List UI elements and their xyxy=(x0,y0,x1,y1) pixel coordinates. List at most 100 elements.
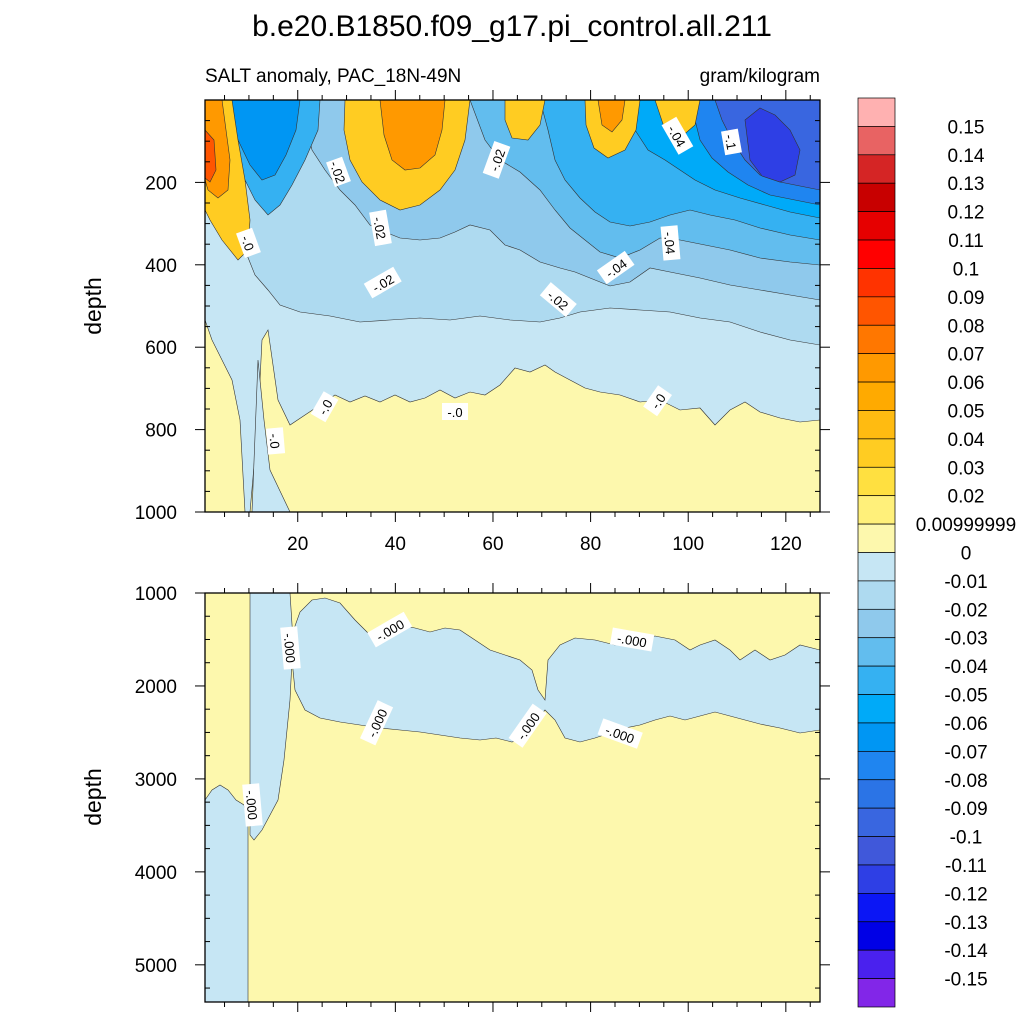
upper-contour-label: -.0 xyxy=(315,397,336,418)
colorbar-label: -0.02 xyxy=(944,600,987,621)
upper-plot-frame xyxy=(204,99,821,513)
colorbar-label: -0.08 xyxy=(944,771,987,792)
lower-x-ticks xyxy=(224,583,811,1012)
y-tick-label: 600 xyxy=(145,338,177,359)
x-tick-label: 120 xyxy=(770,534,802,555)
colorbar-label: 0.02 xyxy=(948,487,985,508)
colorbar-box xyxy=(857,126,896,156)
colorbar-box xyxy=(857,864,896,894)
x-tick-label: 40 xyxy=(385,534,406,555)
colorbar-label: -0.04 xyxy=(944,657,988,678)
colorbar-box xyxy=(857,949,896,979)
lower-y-ticks: 1000 2000 3000 4000 5000 xyxy=(135,584,830,989)
colorbar-label: 0.11 xyxy=(948,231,984,252)
colorbar-box xyxy=(857,637,896,667)
lower-plot-frame xyxy=(204,592,821,1003)
y-tick-label: 400 xyxy=(145,256,177,277)
colorbar-label: 0.13 xyxy=(948,174,985,195)
colorbar-label: -0.13 xyxy=(944,913,987,934)
upper-panel: 20 40 60 80 100 120 200 400 600 800 1000 depth -.… xyxy=(80,90,830,555)
colorbar-box xyxy=(857,694,896,724)
y-tick-label: 800 xyxy=(145,421,177,442)
x-tick-label: 100 xyxy=(672,534,704,555)
x-tick-label: 80 xyxy=(580,534,601,555)
upper-x-ticks: 20 40 60 80 100 120 xyxy=(224,90,811,555)
colorbar-box xyxy=(857,154,896,184)
upper-y-ticks: 200 400 600 800 1000 xyxy=(135,99,830,524)
colorbar-box xyxy=(857,921,896,951)
chart-subtitle-right: gram/kilogram xyxy=(700,66,820,87)
y-tick-label: 4000 xyxy=(135,863,177,884)
colorbar-box xyxy=(857,353,896,383)
colorbar-label: 0.09 xyxy=(948,288,985,309)
colorbar-label: 0.04 xyxy=(948,430,985,451)
colorbar-label: 0.08 xyxy=(948,316,985,337)
y-tick-label: 1000 xyxy=(135,503,177,524)
colorbar-label: 0.15 xyxy=(948,117,985,138)
y-tick-label: 1000 xyxy=(135,584,177,605)
colorbar-box xyxy=(857,239,896,269)
colorbar-box xyxy=(857,410,896,440)
y-tick-label: 3000 xyxy=(135,770,177,791)
colorbar-box xyxy=(857,779,896,809)
x-tick-label: 60 xyxy=(482,534,503,555)
colorbar-box xyxy=(857,438,896,468)
colorbar-label: -0.07 xyxy=(944,742,987,763)
upper-contour-label: -.0 xyxy=(447,405,462,420)
colorbar-box xyxy=(857,836,896,866)
upper-y-axis-label: depth xyxy=(80,277,106,335)
chart-subtitle-left: SALT anomaly, PAC_18N-49N xyxy=(205,66,461,87)
colorbar-label: 0.03 xyxy=(948,458,985,479)
upper-contour-label: -.04 xyxy=(661,231,678,255)
colorbar-box xyxy=(857,552,896,582)
colorbar-box xyxy=(857,495,896,525)
colorbar-label: 0.05 xyxy=(948,401,985,422)
colorbar-box xyxy=(857,665,896,695)
colorbar-label: 0 xyxy=(961,544,972,565)
chart-title: b.e20.B1850.f09_g17.pi_control.all.211 xyxy=(252,10,772,43)
colorbar-boxes xyxy=(857,97,896,1008)
upper-contour-label: -.02 xyxy=(327,159,349,185)
colorbar-label: -0.05 xyxy=(944,686,987,707)
upper-contour-labels: -.0 -.02 -.02 -.02 -.04 -.04 -.1 -.02 -.… xyxy=(236,116,742,455)
colorbar-labels: 0.15 0.14 0.13 0.12 0.11 0.1 0.09 0.08 0.07 0.06 0… xyxy=(916,117,1016,990)
upper-contour-label: -.1 xyxy=(722,133,739,151)
lower-contour-fill xyxy=(205,593,820,1002)
colorbar-label: -0.1 xyxy=(950,828,983,849)
upper-contour-fill xyxy=(205,100,820,512)
colorbar-label: 0.07 xyxy=(948,345,985,366)
colorbar-label: -0.09 xyxy=(944,799,987,820)
lower-y-axis-label: depth xyxy=(80,768,106,826)
colorbar-box xyxy=(857,268,896,298)
lower-panel: 1000 2000 3000 4000 5000 depth -.000 -.000 -… xyxy=(80,583,830,1012)
colorbar-box xyxy=(857,523,896,553)
colorbar-box xyxy=(857,296,896,326)
colorbar-label: 0.14 xyxy=(948,146,985,167)
colorbar-label: -0.14 xyxy=(944,941,988,962)
colorbar-box xyxy=(857,750,896,781)
y-tick-label: 200 xyxy=(145,173,177,194)
lower-contour-labels: -.000 -.000 -.000 -.000 -.000 -.000 -.00… xyxy=(242,611,655,827)
colorbar-box xyxy=(857,580,896,610)
colorbar-box xyxy=(857,807,896,837)
upper-contour-label: -.0 xyxy=(648,391,669,412)
colorbar-label: 0.12 xyxy=(948,203,985,224)
colorbar-box xyxy=(857,97,896,127)
upper-contour-label: -.02 xyxy=(487,147,509,173)
colorbar-label: 0.00999999 xyxy=(916,515,1016,536)
lower-contour-label: -.000 xyxy=(243,790,261,821)
upper-contour-label: -.02 xyxy=(370,216,389,241)
lower-contour-label: -.000 xyxy=(281,633,299,664)
colorbar: 0.15 0.14 0.13 0.12 0.11 0.1 0.09 0.08 0.07 0.06 0… xyxy=(857,97,1016,1008)
x-tick-label: 20 xyxy=(287,534,308,555)
colorbar-box xyxy=(857,978,896,1008)
lower-contour-label: -.000 xyxy=(616,631,648,651)
upper-contour-label: -.0 xyxy=(266,433,282,449)
colorbar-box xyxy=(857,182,896,212)
colorbar-label: 0.1 xyxy=(953,259,979,280)
colorbar-box xyxy=(857,381,896,411)
y-tick-label: 5000 xyxy=(135,956,177,977)
colorbar-box xyxy=(857,466,896,497)
colorbar-box xyxy=(857,893,896,923)
